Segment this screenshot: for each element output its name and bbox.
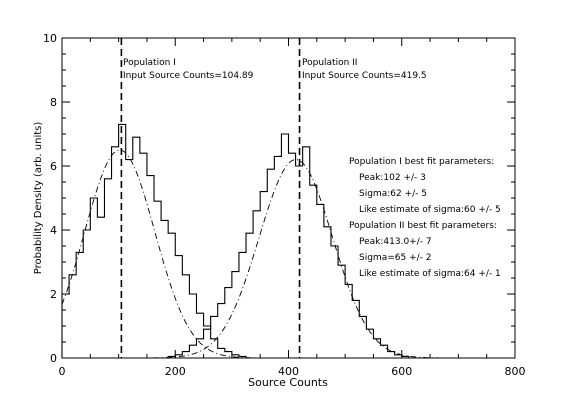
vline-label-pop2-input: Input Source Counts=419.5	[302, 71, 427, 81]
vline-label-pop1-title: Population I	[123, 58, 176, 68]
y-tick-label: 8	[50, 96, 57, 109]
fit-text-pop2-like: Like estimate of sigma:64 +/- 1	[359, 269, 501, 279]
fit-text-pop1-header: Population I best fit parameters:	[349, 157, 494, 167]
x-tick-label: 0	[59, 365, 66, 378]
fit-text-pop1-sigma: Sigma:62 +/- 5	[359, 189, 427, 199]
y-tick-label: 10	[43, 32, 57, 45]
fit-text-pop2-sigma: Sigma=65 +/- 2	[359, 253, 431, 263]
x-tick-label: 200	[165, 365, 186, 378]
vline-label-pop2-title: Population II	[302, 58, 357, 68]
y-tick-label: 2	[50, 288, 57, 301]
x-tick-label: 600	[391, 365, 412, 378]
x-tick-label: 400	[278, 365, 299, 378]
vline-label-pop1-input: Input Source Counts=104.89	[123, 71, 254, 81]
reference-lines	[120, 38, 301, 358]
gaussian-fit-2	[61, 149, 515, 359]
fit-text-pop1-peak: Peak:102 +/- 3	[359, 173, 426, 183]
x-axis-label: Source Counts	[248, 376, 328, 389]
gaussian-fit-3	[62, 159, 515, 359]
y-tick-label: 0	[50, 352, 57, 365]
plot-series	[61, 123, 515, 359]
axis-ticks: 0 200 400 600 800 0 2 4 6 8 10	[43, 32, 526, 378]
fit-text-pop2-header: Population II best fit parameters:	[349, 221, 497, 231]
x-tick-label: 800	[505, 365, 526, 378]
y-axis-label: Probability Density (arb. units)	[33, 122, 44, 275]
plot-frame	[61, 37, 516, 359]
fit-text-pop2-peak: Peak:413.0+/- 7	[359, 237, 432, 247]
fit-text-pop1-like: Like estimate of sigma:60 +/- 5	[359, 205, 501, 215]
y-tick-label: 6	[50, 160, 57, 173]
y-tick-label: 4	[50, 224, 57, 237]
